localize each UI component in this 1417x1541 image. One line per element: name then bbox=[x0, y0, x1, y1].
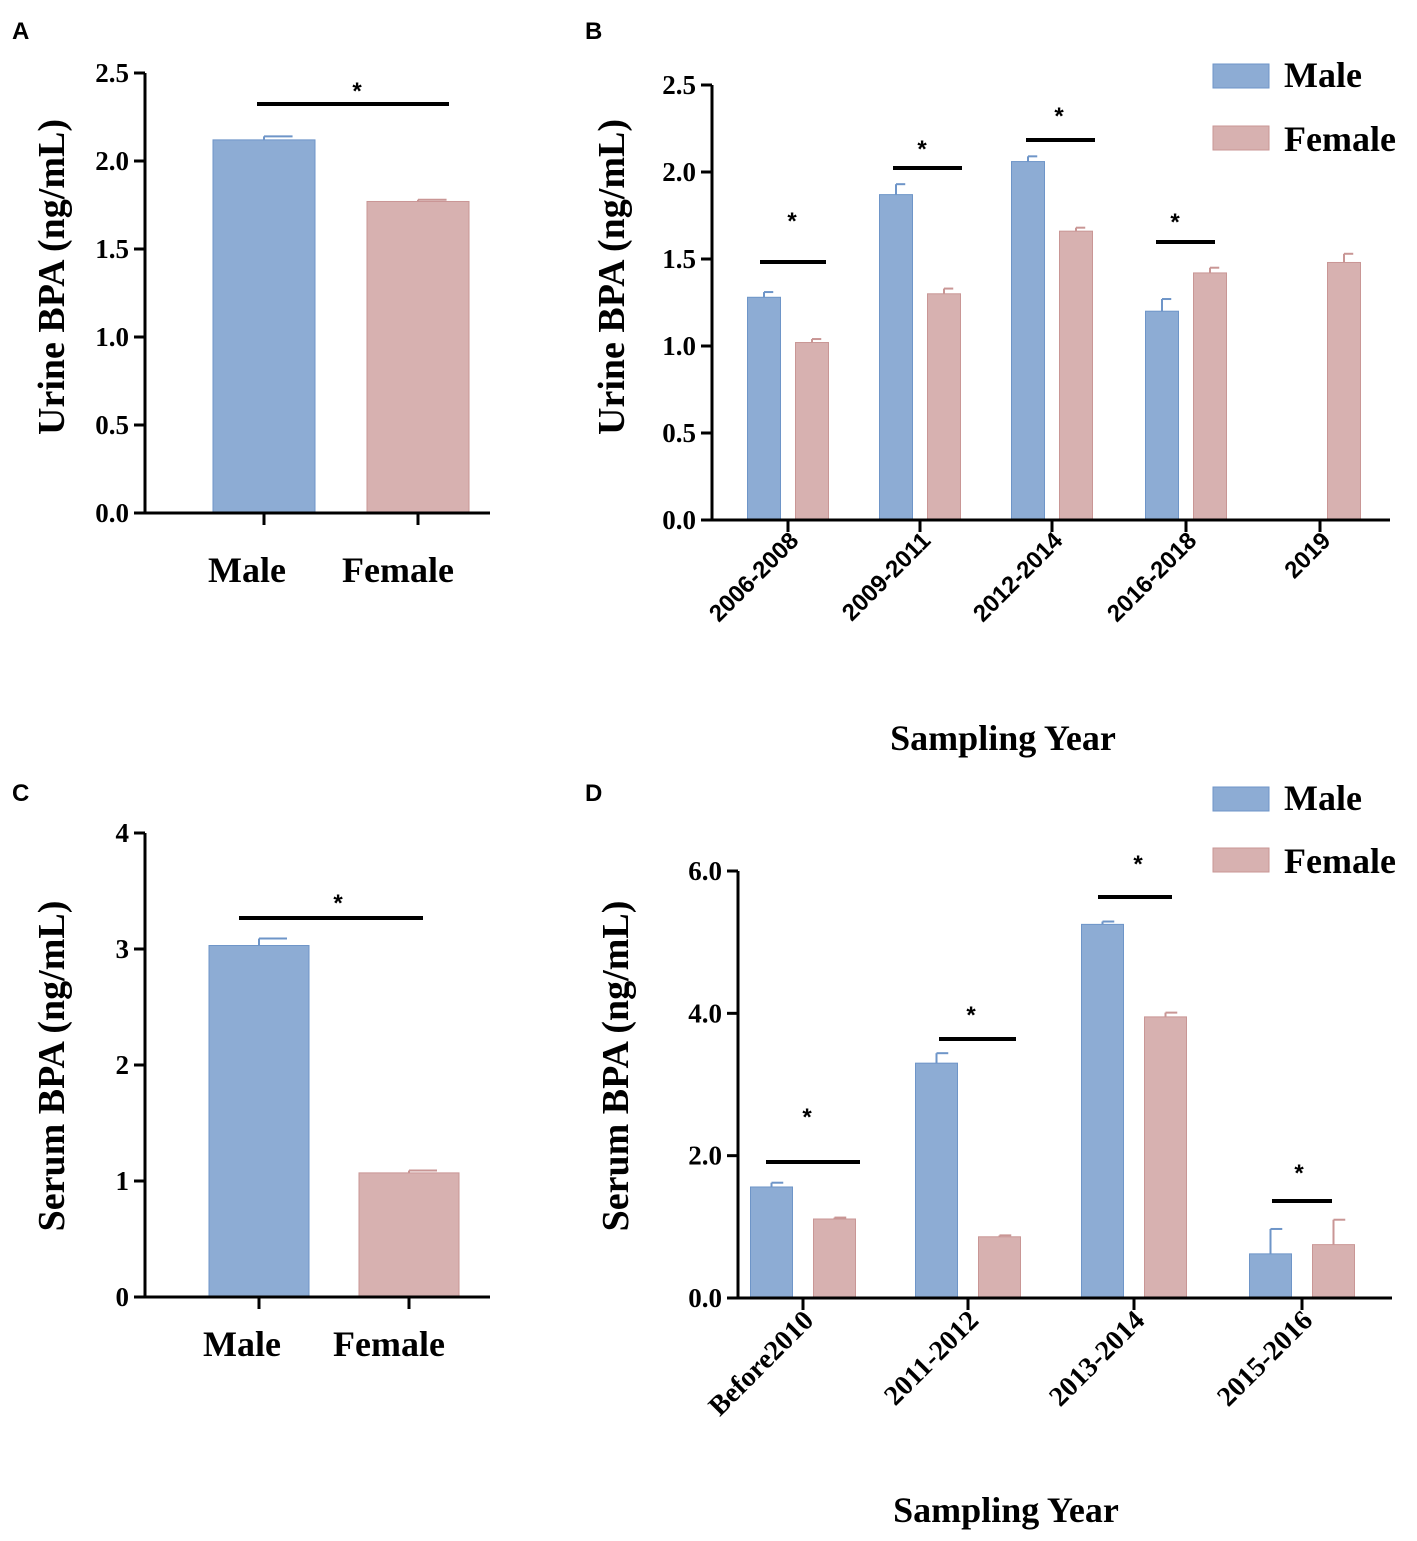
y-axis-label-b: Urine BPA (ng/mL) bbox=[591, 119, 633, 435]
bar-b-male-1 bbox=[879, 194, 913, 521]
y-tick-label-d-1: 2.0 bbox=[688, 1141, 722, 1171]
legend-swatch-female-d bbox=[1212, 847, 1270, 873]
bar-b-female-1 bbox=[927, 293, 961, 521]
y-tick-label-b-2: 1.0 bbox=[662, 331, 696, 361]
legend-swatch-male-d bbox=[1212, 786, 1270, 812]
y-tick-label-c-3: 3 bbox=[116, 934, 130, 964]
bar-c-female bbox=[358, 1172, 460, 1298]
bar-a-male bbox=[212, 139, 316, 514]
x-tick-label-c-1: Female bbox=[333, 1324, 445, 1364]
legend-swatch-male-b bbox=[1212, 63, 1270, 89]
significance-star-d-1: * bbox=[966, 1002, 976, 1029]
bar-d-male-0 bbox=[750, 1186, 793, 1299]
significance-star-c-0: * bbox=[333, 890, 343, 917]
x-tick-label-d-3: 2015-2016 bbox=[1211, 1305, 1319, 1413]
panel-letter-b: B bbox=[585, 18, 602, 45]
y-tick-label-a-2: 1.0 bbox=[95, 322, 129, 352]
x-tick-label-b-1: 2009-2011 bbox=[837, 527, 936, 626]
y-axis-label-a: Urine BPA (ng/mL) bbox=[31, 119, 73, 435]
x-tick-label-c-0: Male bbox=[203, 1324, 281, 1364]
y-tick-label-a-3: 1.5 bbox=[95, 234, 129, 264]
significance-star-d-3: * bbox=[1294, 1160, 1304, 1187]
bar-b-female-4 bbox=[1327, 261, 1361, 521]
y-tick-label-c-4: 4 bbox=[116, 818, 130, 848]
bar-d-female-3 bbox=[1312, 1244, 1355, 1299]
panel-letter-c: C bbox=[12, 780, 29, 807]
bar-b-female-3 bbox=[1193, 272, 1227, 521]
panel-c: C Serum BPA (ng/mL) 0 1 2 3 4 Male Female * bbox=[12, 780, 490, 1364]
bar-b-female-2 bbox=[1059, 230, 1093, 521]
y-tick-label-d-3: 6.0 bbox=[688, 856, 722, 886]
panel-d: D Serum BPA (ng/mL) Sampling Year Male F… bbox=[585, 778, 1396, 1530]
y-tick-label-d-0: 0.0 bbox=[688, 1283, 722, 1313]
significance-star-b-3: * bbox=[1170, 209, 1180, 236]
legend-label-female-d: Female bbox=[1284, 841, 1396, 881]
x-tick-label-b-0: 2006-2008 bbox=[704, 527, 804, 627]
y-axis-label-c: Serum BPA (ng/mL) bbox=[31, 901, 73, 1232]
y-tick-label-c-0: 0 bbox=[116, 1282, 130, 1312]
significance-star-d-2: * bbox=[1133, 851, 1143, 878]
bar-d-male-3 bbox=[1249, 1253, 1292, 1299]
plot-area-b: 0.0 0.5 1.0 1.5 2.0 2.5 2006-2008 2009-2011 2012… bbox=[662, 70, 1390, 627]
bar-d-female-0 bbox=[813, 1218, 856, 1299]
significance-star-b-0: * bbox=[787, 208, 797, 235]
y-tick-label-c-1: 1 bbox=[116, 1166, 130, 1196]
x-tick-label-b-2: 2012-2014 bbox=[968, 527, 1069, 628]
y-tick-label-b-0: 0.0 bbox=[662, 505, 696, 535]
bar-d-female-2 bbox=[1144, 1016, 1187, 1299]
legend-d: Male Female bbox=[1212, 778, 1396, 881]
bar-c-male bbox=[208, 945, 310, 1298]
x-tick-label-a-0: Male bbox=[208, 550, 286, 590]
x-tick-label-d-0: Before2010 bbox=[703, 1305, 820, 1422]
significance-star-d-0: * bbox=[802, 1104, 812, 1131]
y-tick-label-b-4: 2.0 bbox=[662, 157, 696, 187]
significance-star-b-1: * bbox=[917, 136, 927, 163]
bar-b-female-0 bbox=[795, 342, 829, 521]
panel-letter-a: A bbox=[12, 18, 29, 45]
bar-b-male-3 bbox=[1145, 310, 1179, 521]
legend-swatch-female-b bbox=[1212, 125, 1270, 151]
panel-letter-d: D bbox=[585, 780, 602, 807]
legend-label-male-d: Male bbox=[1284, 778, 1362, 818]
y-tick-label-a-0: 0.0 bbox=[95, 498, 129, 528]
x-tick-label-b-3: 2016-2018 bbox=[1102, 527, 1202, 627]
bar-b-male-2 bbox=[1011, 161, 1045, 521]
x-tick-label-d-1: 2011-2012 bbox=[878, 1305, 985, 1412]
y-tick-label-c-2: 2 bbox=[116, 1050, 130, 1080]
panel-b: B Urine BPA (ng/mL) Sampling Year Male F… bbox=[585, 18, 1396, 758]
x-axis-label-d: Sampling Year bbox=[893, 1490, 1119, 1530]
legend-b: Male Female bbox=[1212, 55, 1396, 159]
y-tick-label-d-2: 4.0 bbox=[688, 998, 722, 1028]
plot-area-c: 0 1 2 3 4 Male Female * bbox=[116, 818, 490, 1364]
panel-a: A Urine BPA (ng/mL) 0.0 0.5 1.0 1.5 2.0 2.5 Ma… bbox=[12, 18, 490, 590]
x-tick-label-a-1: Female bbox=[342, 550, 454, 590]
bar-a-female bbox=[366, 200, 470, 514]
plot-area-a: 0.0 0.5 1.0 1.5 2.0 2.5 Male Female * bbox=[95, 58, 490, 590]
plot-area-d: 0.0 2.0 4.0 6.0 Before2010 2011-2012 2013-2014… bbox=[688, 851, 1392, 1422]
x-tick-label-d-2: 2013-2014 bbox=[1043, 1305, 1151, 1413]
bar-d-male-2 bbox=[1081, 923, 1124, 1299]
x-tick-label-b-4: 2019 bbox=[1279, 527, 1336, 584]
y-tick-label-a-4: 2.0 bbox=[95, 146, 129, 176]
y-tick-label-a-5: 2.5 bbox=[95, 58, 129, 88]
y-tick-label-b-1: 0.5 bbox=[662, 418, 696, 448]
significance-star-b-2: * bbox=[1054, 103, 1064, 130]
bar-b-male-0 bbox=[747, 296, 781, 521]
significance-star-a-0: * bbox=[352, 78, 362, 105]
x-axis-label-b: Sampling Year bbox=[890, 718, 1116, 758]
y-axis-label-d: Serum BPA (ng/mL) bbox=[595, 901, 637, 1232]
y-tick-label-b-5: 2.5 bbox=[662, 70, 696, 100]
legend-label-male-b: Male bbox=[1284, 55, 1362, 95]
legend-label-female-b: Female bbox=[1284, 119, 1396, 159]
bar-d-male-1 bbox=[915, 1062, 958, 1299]
y-tick-label-b-3: 1.5 bbox=[662, 244, 696, 274]
bar-d-female-1 bbox=[978, 1236, 1021, 1299]
y-tick-label-a-1: 0.5 bbox=[95, 410, 129, 440]
